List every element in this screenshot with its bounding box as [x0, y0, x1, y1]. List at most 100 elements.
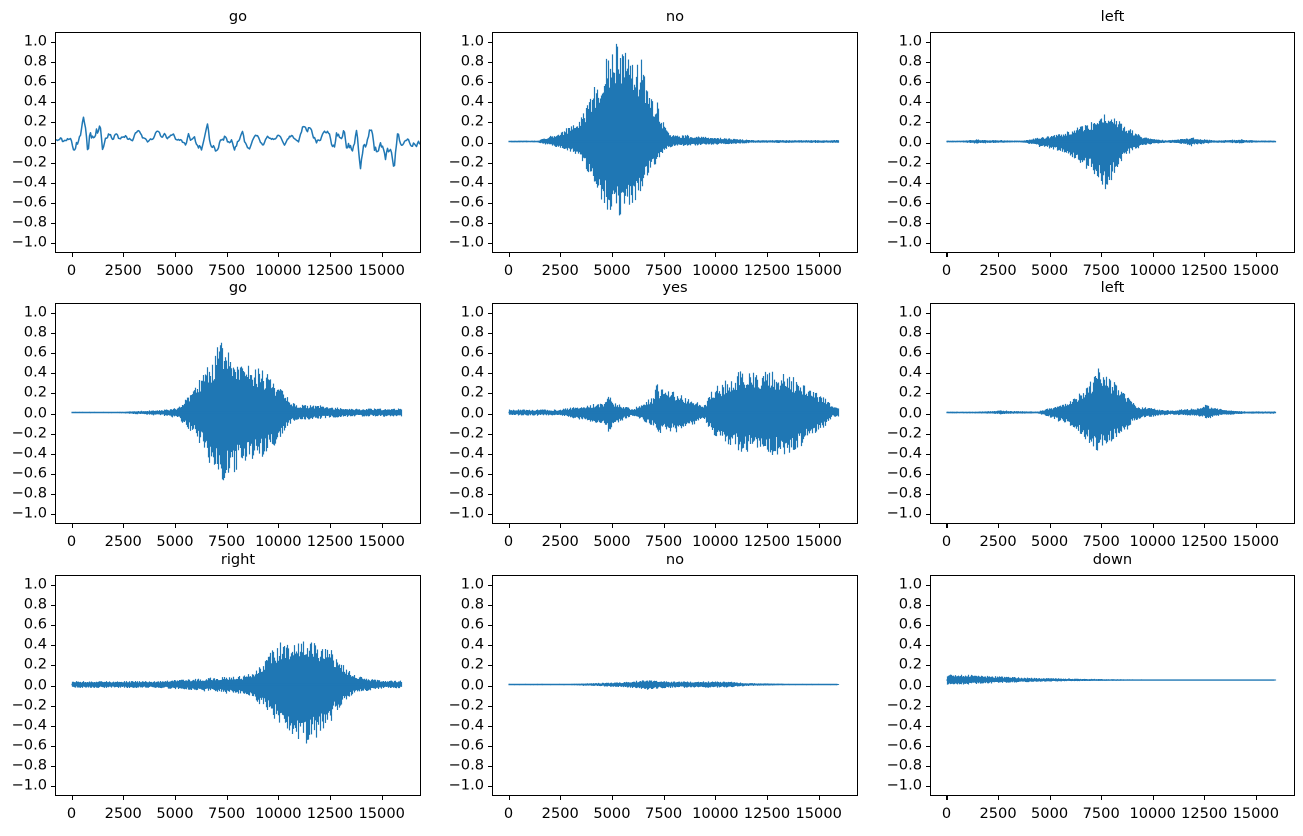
- y-tick-mark: [51, 413, 55, 415]
- y-tick-label: −0.4: [448, 444, 484, 462]
- y-tick-label: 0.2: [898, 113, 922, 131]
- y-tick-label: −0.8: [886, 484, 922, 502]
- x-tick-label: 12500: [743, 533, 791, 550]
- y-tick-label: −0.6: [448, 464, 484, 482]
- x-tick-label: 10000: [692, 805, 739, 822]
- x-tick-label: 7500: [645, 533, 683, 550]
- x-tick-label: 0: [941, 805, 952, 822]
- y-tick-label: −0.4: [11, 173, 47, 191]
- y-tick-label: 0.6: [460, 615, 484, 633]
- x-tick-label: 2500: [104, 533, 142, 550]
- y-tick-label: 0.6: [898, 615, 922, 633]
- x-tick-mark: [174, 796, 176, 800]
- y-tick-label: 0.2: [898, 384, 922, 402]
- x-tick-label: 0: [941, 262, 952, 279]
- y-tick-mark: [488, 242, 492, 244]
- y-tick-mark: [926, 605, 930, 607]
- y-tick-mark: [488, 585, 492, 587]
- y-tick-mark: [926, 745, 930, 747]
- x-tick-mark: [1152, 796, 1154, 800]
- y-tick-label: 0.2: [460, 113, 484, 131]
- x-tick-mark: [1204, 524, 1206, 528]
- y-tick-label: 0.4: [460, 364, 484, 382]
- subplot-axes: [492, 32, 858, 253]
- x-tick-label: 5000: [156, 805, 194, 822]
- y-tick-mark: [51, 42, 55, 44]
- waveform-trace: [946, 368, 1277, 451]
- y-tick-label: 0.0: [460, 133, 484, 151]
- x-tick-mark: [998, 796, 1000, 800]
- x-tick-mark: [278, 796, 280, 800]
- y-tick-mark: [488, 313, 492, 315]
- y-tick-label: −0.6: [886, 193, 922, 211]
- x-tick-mark: [1101, 253, 1103, 257]
- waveform-trace: [56, 116, 420, 170]
- x-tick-mark: [1255, 796, 1257, 800]
- x-tick-mark: [1204, 796, 1206, 800]
- x-tick-label: 2500: [979, 262, 1017, 279]
- y-tick-label: 1.0: [460, 303, 484, 321]
- x-tick-label: 10000: [692, 533, 739, 550]
- y-tick-label: 0.6: [460, 72, 484, 90]
- x-tick-label: 10000: [692, 262, 739, 279]
- waveform-trace: [508, 43, 840, 216]
- y-tick-mark: [926, 182, 930, 184]
- x-tick-label: 5000: [1031, 533, 1069, 550]
- y-tick-mark: [51, 202, 55, 204]
- x-tick-mark: [123, 796, 125, 800]
- y-tick-label: −0.4: [886, 173, 922, 191]
- y-tick-label: −0.6: [448, 193, 484, 211]
- y-tick-label: −1.0: [11, 776, 47, 794]
- x-tick-label: 10000: [1129, 262, 1176, 279]
- y-tick-mark: [51, 82, 55, 84]
- y-tick-label: 0.2: [23, 113, 47, 131]
- y-tick-label: 0.4: [23, 636, 47, 654]
- y-tick-mark: [926, 222, 930, 224]
- y-tick-mark: [51, 665, 55, 667]
- x-tick-mark: [508, 524, 510, 528]
- y-tick-mark: [51, 785, 55, 787]
- y-tick-mark: [488, 605, 492, 607]
- x-tick-mark: [946, 253, 948, 257]
- x-tick-mark: [560, 524, 562, 528]
- x-tick-label: 10000: [255, 262, 302, 279]
- waveform-trace: [946, 114, 1277, 190]
- waveform-trace: [71, 342, 403, 481]
- x-tick-mark: [1255, 253, 1257, 257]
- y-tick-mark: [488, 42, 492, 44]
- x-tick-label: 0: [66, 533, 77, 550]
- x-tick-label: 2500: [104, 262, 142, 279]
- y-tick-label: −0.2: [886, 696, 922, 714]
- x-tick-mark: [560, 253, 562, 257]
- y-tick-label: −0.2: [448, 424, 484, 442]
- x-tick-mark: [818, 524, 820, 528]
- x-tick-label: 7500: [645, 805, 683, 822]
- y-tick-mark: [51, 625, 55, 627]
- y-tick-mark: [926, 765, 930, 767]
- y-tick-label: −1.0: [448, 504, 484, 522]
- y-tick-mark: [488, 393, 492, 395]
- y-tick-mark: [488, 785, 492, 787]
- x-tick-label: 7500: [208, 533, 246, 550]
- y-tick-mark: [926, 42, 930, 44]
- x-tick-label: 0: [503, 805, 514, 822]
- y-tick-mark: [926, 373, 930, 375]
- x-tick-mark: [946, 796, 948, 800]
- y-tick-label: 0.2: [460, 384, 484, 402]
- subplot-axes: [930, 303, 1295, 524]
- y-tick-mark: [51, 142, 55, 144]
- y-tick-mark: [926, 242, 930, 244]
- y-tick-mark: [51, 182, 55, 184]
- y-tick-mark: [926, 625, 930, 627]
- waveform-trace: [946, 674, 1277, 685]
- y-tick-label: 0.4: [460, 636, 484, 654]
- y-tick-label: −0.8: [448, 756, 484, 774]
- y-tick-mark: [488, 685, 492, 687]
- y-tick-label: −0.2: [886, 153, 922, 171]
- x-tick-label: 7500: [1082, 262, 1120, 279]
- y-tick-label: −1.0: [886, 776, 922, 794]
- y-tick-label: 0.4: [898, 364, 922, 382]
- x-tick-label: 2500: [541, 805, 579, 822]
- y-tick-mark: [488, 162, 492, 164]
